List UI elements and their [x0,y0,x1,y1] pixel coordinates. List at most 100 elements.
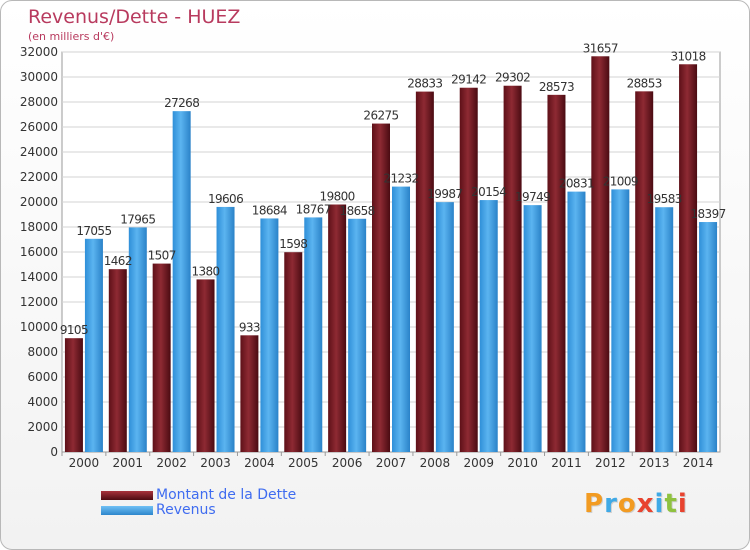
data-label-revenue: 21232 [383,172,418,186]
data-label-debt: 29142 [451,73,486,87]
data-label-revenue: 21009 [603,174,638,188]
data-label-revenue: 19749 [515,190,550,204]
y-tick-label: 2000 [27,420,58,434]
bar-revenue [304,217,323,452]
x-tick-label: 2005 [288,456,319,470]
data-label-debt: 1598 [279,237,307,251]
x-tick-label: 2012 [595,456,626,470]
x-tick-label: 2009 [463,456,494,470]
logo-letter: P [584,489,605,519]
bar-debt [196,279,215,452]
data-label-debt: 31657 [583,41,618,55]
logo-letter: x [636,489,655,519]
x-tick-label: 2004 [244,456,275,470]
y-tick-label: 30000 [20,70,58,84]
x-tick-label: 2011 [551,456,582,470]
data-label-revenue: 19606 [208,192,243,206]
bar-debt [328,204,347,452]
data-label-revenue: 17055 [76,224,111,238]
data-label-debt: 31018 [670,49,705,63]
data-label-debt: 19800 [320,190,355,204]
bar-revenue [523,205,542,452]
data-label-revenue: 18684 [252,203,287,217]
data-label-revenue: 18397 [690,207,725,221]
bar-debt [64,338,83,452]
data-label-debt: 1462 [104,254,132,268]
data-label-debt: 1380 [191,264,219,278]
data-label-debt: 28853 [627,76,662,90]
x-tick-label: 2006 [332,456,363,470]
bar-debt [372,123,390,452]
chart-subtitle: (en milliers d'€) [28,30,115,43]
bar-revenue [699,222,718,452]
bar-revenue [348,218,367,452]
data-label-debt: 28573 [539,80,574,94]
y-tick-label: 18000 [20,220,58,234]
bar-debt [152,263,171,452]
y-tick-label: 8000 [27,345,58,359]
bar-revenue [479,200,498,452]
bar-debt [108,269,127,452]
bar-debt [415,91,434,453]
bar-debt [284,252,303,452]
bar-debt [635,91,654,453]
bar-revenue [260,218,279,452]
bar-debt [591,56,610,452]
bar-debt [459,87,478,452]
x-tick-label: 2000 [69,456,100,470]
legend-label-debt: Montant de la Dette [156,487,297,503]
x-tick-label: 2008 [420,456,451,470]
data-label-debt: 28833 [407,77,442,91]
y-tick-label: 20000 [20,195,58,209]
logo-letter: o [617,489,637,519]
x-tick-label: 2002 [156,456,187,470]
logo-letter: i [654,489,665,519]
data-label-revenue: 17965 [120,212,155,226]
data-label-revenue: 18767 [296,202,331,216]
proxiti-logo: Proxiti [584,489,688,519]
bar-revenue [128,227,147,452]
data-label-revenue: 20831 [559,177,594,191]
y-tick-label: 14000 [20,270,58,284]
logo-letter: i [677,489,688,519]
x-tick-label: 2014 [683,456,714,470]
y-tick-label: 22000 [20,170,58,184]
logo-letter: r [604,489,618,519]
data-label-revenue: 19583 [647,192,682,206]
y-tick-label: 0 [50,445,58,459]
x-tick-label: 2010 [507,456,538,470]
data-label-debt: 29302 [495,71,530,85]
bar-revenue [84,238,103,452]
data-label-debt: 9105 [60,323,88,337]
y-tick-label: 26000 [20,120,58,134]
data-label-debt: 933 [239,320,260,334]
logo-letter: t [664,489,678,519]
bar-revenue [567,191,586,453]
data-label-debt: 26275 [363,109,398,123]
bar-revenue [172,111,191,453]
bar-debt [240,335,259,452]
bar-revenue [392,186,410,452]
bar-revenue [611,189,630,452]
data-label-revenue: 20154 [471,185,506,199]
bar-revenue [655,207,674,452]
legend-swatch-revenue [101,506,153,515]
data-label-revenue: 19987 [427,187,462,201]
bar-debt [547,94,566,453]
y-tick-label: 16000 [20,245,58,259]
y-tick-label: 32000 [20,45,58,59]
y-tick-label: 4000 [27,395,58,409]
data-label-revenue: 27268 [164,96,199,110]
x-tick-label: 2013 [639,456,670,470]
bar-revenue [435,202,454,452]
x-tick-label: 2001 [113,456,144,470]
y-tick-label: 24000 [20,145,58,159]
x-tick-label: 2007 [376,456,407,470]
x-tick-label: 2003 [200,456,231,470]
bar-debt [503,85,522,452]
y-tick-label: 28000 [20,95,58,109]
legend-label-revenue: Revenus [156,502,216,518]
bar-revenue [216,206,235,452]
